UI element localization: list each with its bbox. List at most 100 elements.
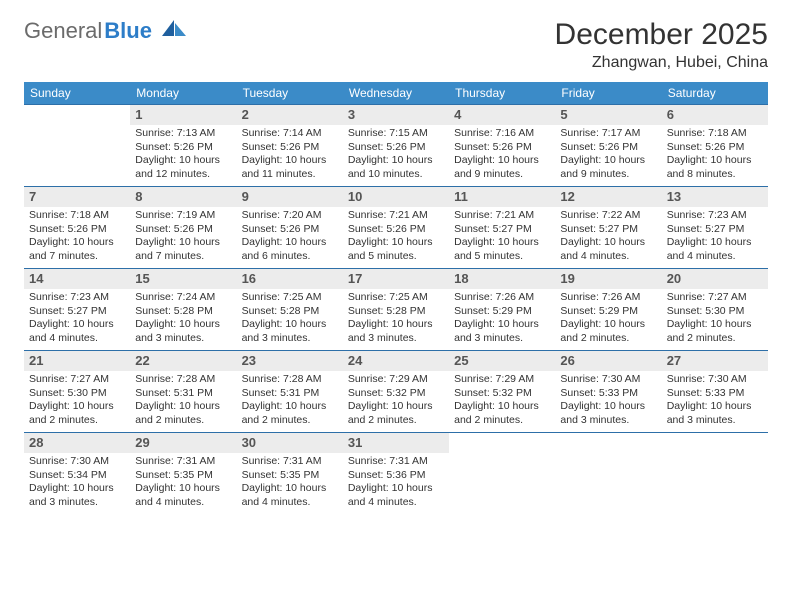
day-content: Sunrise: 7:25 AMSunset: 5:28 PMDaylight:… xyxy=(237,289,343,350)
day-number: 3 xyxy=(343,105,449,125)
sunset-text: Sunset: 5:29 PM xyxy=(454,305,550,319)
weekday-header: Thursday xyxy=(449,82,555,105)
day-cell: 23Sunrise: 7:28 AMSunset: 5:31 PMDayligh… xyxy=(237,351,343,433)
day-content: Sunrise: 7:29 AMSunset: 5:32 PMDaylight:… xyxy=(343,371,449,432)
daylight-text: Daylight: 10 hours and 7 minutes. xyxy=(135,236,231,263)
sunrise-text: Sunrise: 7:14 AM xyxy=(242,127,338,141)
daylight-text: Daylight: 10 hours and 5 minutes. xyxy=(348,236,444,263)
daylight-text: Daylight: 10 hours and 4 minutes. xyxy=(242,482,338,509)
day-content: Sunrise: 7:13 AMSunset: 5:26 PMDaylight:… xyxy=(130,125,236,186)
daylight-text: Daylight: 10 hours and 3 minutes. xyxy=(242,318,338,345)
day-content: Sunrise: 7:23 AMSunset: 5:27 PMDaylight:… xyxy=(24,289,130,350)
sunset-text: Sunset: 5:28 PM xyxy=(348,305,444,319)
sunset-text: Sunset: 5:26 PM xyxy=(667,141,763,155)
sunset-text: Sunset: 5:34 PM xyxy=(29,469,125,483)
title-block: December 2025 Zhangwan, Hubei, China xyxy=(555,18,768,72)
day-content: Sunrise: 7:26 AMSunset: 5:29 PMDaylight:… xyxy=(449,289,555,350)
weekday-header: Sunday xyxy=(24,82,130,105)
day-cell: 10Sunrise: 7:21 AMSunset: 5:26 PMDayligh… xyxy=(343,187,449,269)
sunrise-text: Sunrise: 7:26 AM xyxy=(560,291,656,305)
sunset-text: Sunset: 5:27 PM xyxy=(560,223,656,237)
day-content: Sunrise: 7:31 AMSunset: 5:36 PMDaylight:… xyxy=(343,453,449,514)
day-cell xyxy=(24,105,130,187)
sunrise-text: Sunrise: 7:30 AM xyxy=(560,373,656,387)
day-cell: 11Sunrise: 7:21 AMSunset: 5:27 PMDayligh… xyxy=(449,187,555,269)
day-number: 9 xyxy=(237,187,343,207)
day-content: Sunrise: 7:31 AMSunset: 5:35 PMDaylight:… xyxy=(130,453,236,514)
daylight-text: Daylight: 10 hours and 3 minutes. xyxy=(348,318,444,345)
day-cell xyxy=(662,433,768,515)
daylight-text: Daylight: 10 hours and 3 minutes. xyxy=(560,400,656,427)
sunrise-text: Sunrise: 7:25 AM xyxy=(242,291,338,305)
weekday-header: Friday xyxy=(555,82,661,105)
day-cell: 6Sunrise: 7:18 AMSunset: 5:26 PMDaylight… xyxy=(662,105,768,187)
day-cell: 25Sunrise: 7:29 AMSunset: 5:32 PMDayligh… xyxy=(449,351,555,433)
month-title: December 2025 xyxy=(555,18,768,52)
sunset-text: Sunset: 5:35 PM xyxy=(135,469,231,483)
calendar-head: Sunday Monday Tuesday Wednesday Thursday… xyxy=(24,82,768,105)
week-row: 21Sunrise: 7:27 AMSunset: 5:30 PMDayligh… xyxy=(24,351,768,433)
sunset-text: Sunset: 5:32 PM xyxy=(348,387,444,401)
daylight-text: Daylight: 10 hours and 4 minutes. xyxy=(29,318,125,345)
day-number: 22 xyxy=(130,351,236,371)
sunrise-text: Sunrise: 7:15 AM xyxy=(348,127,444,141)
sunset-text: Sunset: 5:26 PM xyxy=(242,141,338,155)
daylight-text: Daylight: 10 hours and 5 minutes. xyxy=(454,236,550,263)
sunrise-text: Sunrise: 7:24 AM xyxy=(135,291,231,305)
daylight-text: Daylight: 10 hours and 2 minutes. xyxy=(242,400,338,427)
sunrise-text: Sunrise: 7:25 AM xyxy=(348,291,444,305)
sunrise-text: Sunrise: 7:18 AM xyxy=(29,209,125,223)
daylight-text: Daylight: 10 hours and 3 minutes. xyxy=(29,482,125,509)
day-content: Sunrise: 7:29 AMSunset: 5:32 PMDaylight:… xyxy=(449,371,555,432)
day-cell: 12Sunrise: 7:22 AMSunset: 5:27 PMDayligh… xyxy=(555,187,661,269)
sunrise-text: Sunrise: 7:29 AM xyxy=(454,373,550,387)
daylight-text: Daylight: 10 hours and 4 minutes. xyxy=(560,236,656,263)
day-content: Sunrise: 7:15 AMSunset: 5:26 PMDaylight:… xyxy=(343,125,449,186)
daylight-text: Daylight: 10 hours and 2 minutes. xyxy=(454,400,550,427)
day-cell: 19Sunrise: 7:26 AMSunset: 5:29 PMDayligh… xyxy=(555,269,661,351)
sunset-text: Sunset: 5:26 PM xyxy=(560,141,656,155)
sunrise-text: Sunrise: 7:27 AM xyxy=(29,373,125,387)
sunrise-text: Sunrise: 7:28 AM xyxy=(242,373,338,387)
day-cell: 29Sunrise: 7:31 AMSunset: 5:35 PMDayligh… xyxy=(130,433,236,515)
daylight-text: Daylight: 10 hours and 4 minutes. xyxy=(348,482,444,509)
daylight-text: Daylight: 10 hours and 3 minutes. xyxy=(135,318,231,345)
day-number: 8 xyxy=(130,187,236,207)
day-cell: 22Sunrise: 7:28 AMSunset: 5:31 PMDayligh… xyxy=(130,351,236,433)
day-number: 26 xyxy=(555,351,661,371)
day-content: Sunrise: 7:20 AMSunset: 5:26 PMDaylight:… xyxy=(237,207,343,268)
day-number: 15 xyxy=(130,269,236,289)
sunset-text: Sunset: 5:29 PM xyxy=(560,305,656,319)
sunrise-text: Sunrise: 7:23 AM xyxy=(667,209,763,223)
daylight-text: Daylight: 10 hours and 2 minutes. xyxy=(667,318,763,345)
sunset-text: Sunset: 5:31 PM xyxy=(135,387,231,401)
sunset-text: Sunset: 5:26 PM xyxy=(348,223,444,237)
day-number: 18 xyxy=(449,269,555,289)
day-cell: 18Sunrise: 7:26 AMSunset: 5:29 PMDayligh… xyxy=(449,269,555,351)
sunrise-text: Sunrise: 7:18 AM xyxy=(667,127,763,141)
day-content: Sunrise: 7:14 AMSunset: 5:26 PMDaylight:… xyxy=(237,125,343,186)
day-number: 25 xyxy=(449,351,555,371)
day-content: Sunrise: 7:28 AMSunset: 5:31 PMDaylight:… xyxy=(130,371,236,432)
daylight-text: Daylight: 10 hours and 4 minutes. xyxy=(135,482,231,509)
day-number: 1 xyxy=(130,105,236,125)
daylight-text: Daylight: 10 hours and 3 minutes. xyxy=(667,400,763,427)
daylight-text: Daylight: 10 hours and 2 minutes. xyxy=(560,318,656,345)
sunrise-text: Sunrise: 7:19 AM xyxy=(135,209,231,223)
week-row: 28Sunrise: 7:30 AMSunset: 5:34 PMDayligh… xyxy=(24,433,768,515)
day-content: Sunrise: 7:30 AMSunset: 5:33 PMDaylight:… xyxy=(662,371,768,432)
sunset-text: Sunset: 5:26 PM xyxy=(29,223,125,237)
day-number: 6 xyxy=(662,105,768,125)
day-content: Sunrise: 7:25 AMSunset: 5:28 PMDaylight:… xyxy=(343,289,449,350)
day-number: 5 xyxy=(555,105,661,125)
daylight-text: Daylight: 10 hours and 10 minutes. xyxy=(348,154,444,181)
sail-icon xyxy=(160,18,188,44)
day-content: Sunrise: 7:22 AMSunset: 5:27 PMDaylight:… xyxy=(555,207,661,268)
sunrise-text: Sunrise: 7:27 AM xyxy=(667,291,763,305)
day-cell: 20Sunrise: 7:27 AMSunset: 5:30 PMDayligh… xyxy=(662,269,768,351)
day-number: 23 xyxy=(237,351,343,371)
sunrise-text: Sunrise: 7:31 AM xyxy=(135,455,231,469)
sunset-text: Sunset: 5:33 PM xyxy=(560,387,656,401)
day-cell: 17Sunrise: 7:25 AMSunset: 5:28 PMDayligh… xyxy=(343,269,449,351)
day-cell: 27Sunrise: 7:30 AMSunset: 5:33 PMDayligh… xyxy=(662,351,768,433)
